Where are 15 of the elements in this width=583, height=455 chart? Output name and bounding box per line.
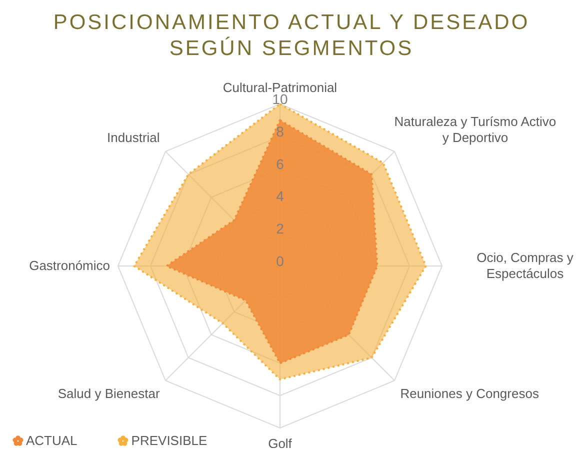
spoke-label: Naturaleza y Turísmo Activo y Deportivo	[394, 114, 556, 145]
spoke-label: Gastronómico	[29, 258, 110, 273]
spoke-label: Ocio, Compras y Espectáculos	[476, 250, 574, 281]
spoke-label: Reuniones y Congresos	[400, 386, 540, 402]
y-tick-label: 4	[276, 188, 284, 204]
spoke-label: Industrial	[107, 130, 160, 145]
spoke-label: Golf	[268, 436, 292, 451]
legend-label: ACTUAL	[25, 433, 78, 448]
y-tick-label: 6	[276, 156, 284, 172]
chart-title: POSICIONAMIENTO ACTUAL Y DESEADO SEGÚN SEGMENTOS	[52, 10, 531, 62]
y-tick-label: 2	[276, 220, 284, 237]
y-tick-label: 8	[276, 123, 284, 140]
y-tick-label: 0	[276, 253, 284, 269]
spoke-label: Salud y Bienestar	[58, 386, 160, 402]
legend-label: PREVISIBLE	[130, 433, 208, 448]
